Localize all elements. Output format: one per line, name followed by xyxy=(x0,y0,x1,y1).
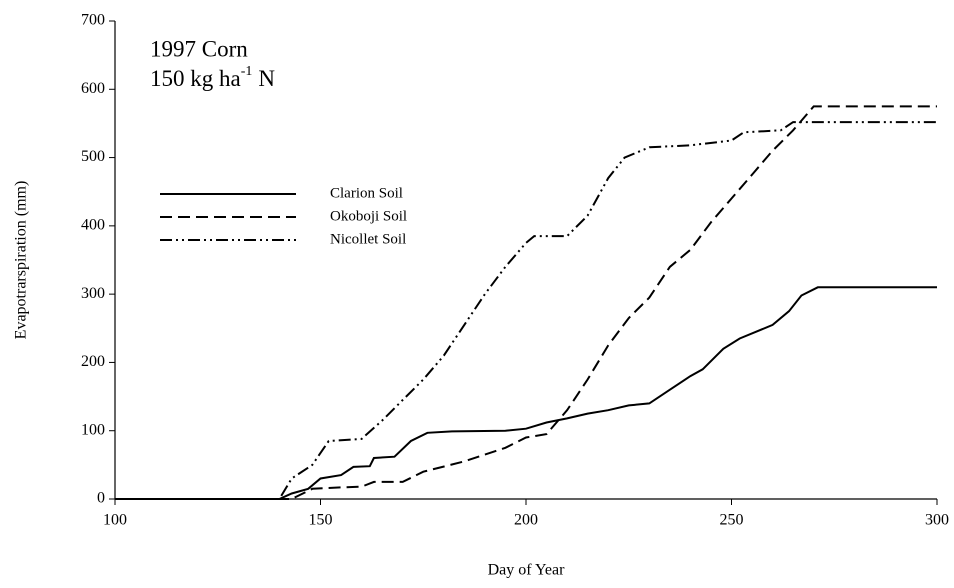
legend-label: Okoboji Soil xyxy=(330,208,407,224)
x-tick-label: 250 xyxy=(720,512,744,529)
y-tick-label: 100 xyxy=(81,421,105,438)
y-axis-label: Evapotrarspiration (mm) xyxy=(13,181,30,340)
x-axis-label: Day of Year xyxy=(488,562,566,579)
annotation-suffix: N xyxy=(258,66,275,91)
y-tick-label: 500 xyxy=(81,148,105,165)
y-tick-label: 300 xyxy=(81,285,105,302)
legend-label: Nicollet Soil xyxy=(330,231,406,247)
annotation-sup: -1 xyxy=(241,64,253,79)
annotation-text: 150 kg ha xyxy=(150,66,241,91)
x-tick-label: 150 xyxy=(309,512,333,529)
legend-label: Clarion Soil xyxy=(330,185,403,201)
annotation: 1997 Corn xyxy=(150,36,248,61)
line xyxy=(115,286,937,500)
y-tick-label: 0 xyxy=(97,490,105,507)
y-tick-label: 600 xyxy=(81,80,105,97)
annotation: 150 kg ha-1 N xyxy=(150,64,275,91)
x-tick-label: 200 xyxy=(514,512,538,529)
x-tick-label: 300 xyxy=(925,512,949,529)
line xyxy=(115,121,937,500)
y-tick-label: 400 xyxy=(81,217,105,234)
x-tick-label: 100 xyxy=(103,512,127,529)
y-tick-label: 200 xyxy=(81,353,105,370)
line xyxy=(115,105,937,500)
y-tick-label: 700 xyxy=(81,12,105,29)
